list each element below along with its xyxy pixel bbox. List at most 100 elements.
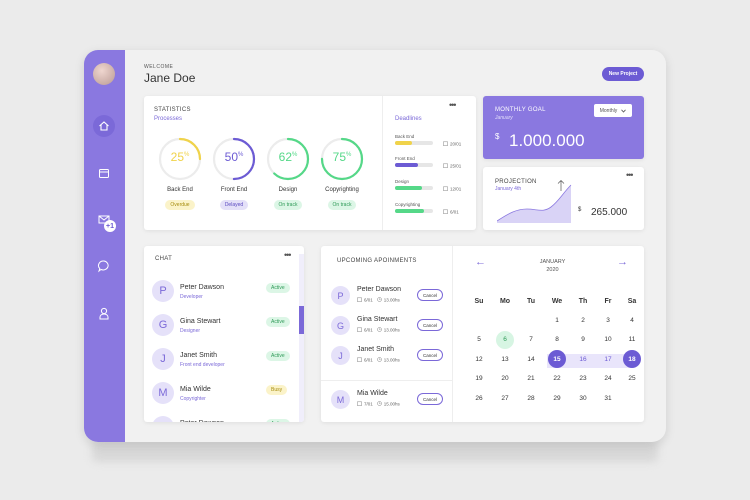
calendar-day[interactable]: 20	[495, 370, 515, 388]
calendar-day[interactable]: 5	[469, 331, 489, 349]
day-number: 9	[581, 336, 585, 343]
new-project-button[interactable]: New Project	[602, 67, 644, 81]
calendar-day[interactable]: 10	[598, 331, 618, 349]
calendar-day[interactable]: 26	[469, 389, 489, 407]
status-badge: Active	[266, 317, 290, 327]
user-icon[interactable]	[93, 302, 115, 324]
appointment-meta: 7/01 15.00hs	[357, 401, 400, 407]
avatar: J	[152, 348, 174, 370]
calendar-day[interactable]: 8	[547, 331, 567, 349]
cancel-button[interactable]: Cancel	[417, 349, 443, 361]
calendar-day[interactable]: 24	[598, 370, 618, 388]
deadline-date: 12/01	[443, 186, 461, 192]
calendar-day[interactable]: 18	[622, 350, 642, 368]
calendar-day[interactable]: 22	[547, 370, 567, 388]
appointment-name: Mia Wilde	[357, 390, 388, 397]
avatar: P	[152, 280, 174, 302]
chat-contact-item[interactable]: G Gina Stewart Designer Active	[152, 314, 292, 338]
chat-contact-item[interactable]: P Peter Dawson Active	[152, 416, 292, 422]
previous-month-icon[interactable]: ←	[475, 256, 486, 268]
contact-name: Mia Wilde	[180, 386, 211, 393]
day-number: 31	[604, 394, 612, 402]
calendar-day[interactable]: 12	[469, 350, 489, 368]
status-badge: Active	[266, 351, 290, 361]
calendar-day[interactable]: 19	[469, 370, 489, 388]
projection-currency: $	[578, 207, 582, 213]
user-avatar[interactable]	[93, 63, 115, 85]
calendar-day[interactable]: 9	[573, 331, 593, 349]
calendar-day[interactable]: 4	[622, 311, 642, 329]
calendar-day[interactable]: 3	[598, 311, 618, 329]
calendar-day[interactable]: 28	[521, 389, 541, 407]
status-badge: Busy	[266, 385, 288, 395]
cancel-button[interactable]: Cancel	[417, 319, 443, 331]
chat-bubble-icon[interactable]	[93, 255, 115, 277]
calendar-day[interactable]: 25	[622, 370, 642, 388]
selected-day-marker: 15	[548, 350, 566, 368]
calendar-day[interactable]: 30	[573, 389, 593, 407]
user-name: Jane Doe	[144, 71, 196, 85]
calendar-day[interactable]: 23	[573, 370, 593, 388]
cancel-button[interactable]: Cancel	[417, 393, 443, 405]
calendar-day[interactable]: 17	[598, 350, 618, 368]
avatar: J	[331, 346, 350, 365]
calendar-day[interactable]: 21	[521, 370, 541, 388]
gauge-label: Front End	[220, 187, 248, 193]
day-number: 23	[579, 375, 587, 382]
calendar-day[interactable]: 6	[495, 330, 515, 349]
more-options-icon[interactable]: •••	[449, 100, 457, 110]
calendar-day[interactable]: 16	[573, 350, 593, 368]
calendar-day[interactable]: 2	[573, 311, 593, 329]
appointment-item: J Janet Smith 6/01 13.00hs Cancel	[331, 344, 447, 368]
day-number: 8	[555, 336, 559, 343]
day-number: 25	[628, 375, 636, 382]
deadline-date-text: 20/01	[450, 141, 462, 147]
day-number: 3	[606, 316, 610, 324]
projection-card: PROJECTION January 4th ••• $ 265.000	[483, 167, 644, 230]
weekday-label: Th	[578, 297, 588, 305]
today-marker: 6	[496, 330, 514, 349]
more-options-icon[interactable]: •••	[284, 250, 292, 260]
mail-badge: +1	[104, 220, 116, 232]
calendar-day[interactable]: 7	[521, 331, 541, 349]
contact-role: Copyrighter	[180, 396, 206, 402]
calendar-icon[interactable]	[93, 162, 115, 184]
monthly-goal-subtitle: January	[495, 115, 513, 121]
home-icon[interactable]	[93, 115, 115, 137]
calendar-day[interactable]: 13	[495, 350, 515, 368]
weekday-label: Sa	[627, 297, 637, 305]
next-month-icon[interactable]: →	[617, 256, 628, 268]
calendar-day[interactable]: 27	[495, 389, 515, 407]
chat-contact-item[interactable]: M Mia Wilde Copyrighter Busy	[152, 382, 292, 406]
appointment-time: 13.00hs	[383, 327, 400, 333]
appointment-time: 15.00hs	[383, 401, 400, 407]
day-number: 15	[553, 355, 561, 363]
appointments-list-panel: UPCOMING APOINMENTS P Peter Dawson 6/01 13.…	[321, 246, 453, 422]
gauge-label: Design	[278, 187, 298, 193]
scrollbar-thumb[interactable]	[299, 306, 304, 334]
chat-scrollbar[interactable]	[299, 254, 304, 422]
deadline-date-text: 6/01	[450, 209, 459, 215]
selected-range-band	[547, 354, 633, 368]
deadline-date: 20/01	[443, 141, 461, 147]
calendar-day[interactable]: 11	[622, 331, 642, 349]
day-number: 7	[529, 336, 533, 343]
chat-contact-item[interactable]: J Janet Smith Front end developer Active	[152, 348, 292, 372]
status-badge: Overdue	[165, 200, 195, 210]
gauge-label: Back End	[167, 187, 193, 193]
card-shadow	[92, 440, 658, 462]
cancel-button[interactable]: Cancel	[417, 289, 443, 301]
calendar-day[interactable]: 31	[598, 389, 618, 407]
period-select[interactable]: Monthly	[594, 104, 632, 117]
calendar-day[interactable]: 15	[547, 350, 567, 368]
deadline-date-text: 25/01	[450, 163, 462, 169]
selected-day-marker: 18	[623, 350, 641, 368]
calendar-day[interactable]: 29	[547, 389, 567, 407]
calendar-day[interactable]: 14	[521, 350, 541, 368]
goal-currency: $	[495, 132, 500, 141]
chat-title: CHAT	[155, 256, 173, 262]
calendar-day[interactable]: 1	[547, 311, 567, 329]
more-options-icon[interactable]: •••	[626, 170, 634, 180]
chat-contact-item[interactable]: P Peter Dawson Developer Active	[152, 280, 292, 304]
day-number: 22	[553, 375, 561, 382]
